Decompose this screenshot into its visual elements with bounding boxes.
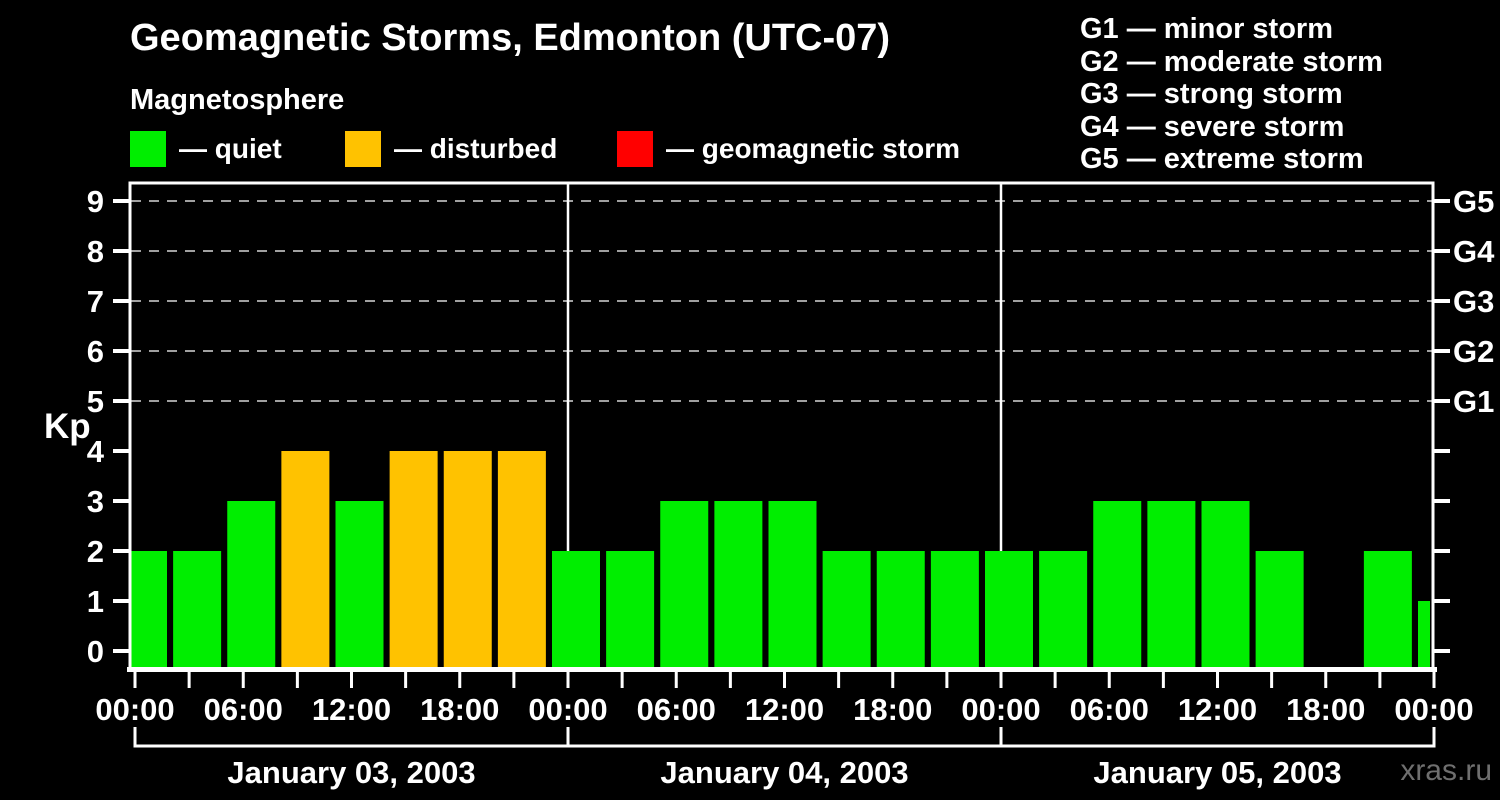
x-tick-label: 12:00 bbox=[1178, 692, 1257, 727]
kp-bar bbox=[443, 451, 492, 668]
storm-swatch-icon bbox=[617, 131, 653, 167]
kp-bars bbox=[131, 451, 1430, 668]
g-scale-item: G4 — severe storm bbox=[1080, 110, 1345, 143]
g-axis-label: G4 bbox=[1453, 234, 1495, 269]
y-tick-label: 9 bbox=[87, 184, 104, 219]
y-tick-label: 0 bbox=[87, 634, 104, 669]
x-tick-label: 06:00 bbox=[204, 692, 283, 727]
kp-bar bbox=[1418, 601, 1430, 668]
chart-title: Geomagnetic Storms, Edmonton (UTC-07) bbox=[130, 17, 891, 59]
x-tick-label: 18:00 bbox=[420, 692, 499, 727]
watermark: xras.ru bbox=[1400, 754, 1492, 787]
kp-bar bbox=[173, 551, 222, 668]
x-tick-label: 18:00 bbox=[1286, 692, 1365, 727]
g-scale-legend: G1 — minor storm G2 — moderate storm G3 — … bbox=[1080, 13, 1383, 176]
kp-bar bbox=[1147, 501, 1196, 668]
g-axis-label: G5 bbox=[1453, 184, 1494, 219]
legend-item-storm: — geomagnetic storm bbox=[617, 130, 960, 168]
day-bracket bbox=[133, 727, 570, 748]
x-tick-label: 00:00 bbox=[961, 692, 1040, 727]
kp-bar bbox=[1201, 501, 1250, 668]
kp-bar bbox=[660, 501, 709, 668]
kp-bar bbox=[1363, 551, 1412, 668]
disturbed-swatch-icon bbox=[345, 131, 381, 167]
y-tick-label: 7 bbox=[87, 284, 104, 319]
plot-frame bbox=[127, 181, 1437, 672]
g-axis-label: G3 bbox=[1453, 284, 1494, 319]
g-scale-item: G1 — minor storm bbox=[1080, 13, 1333, 45]
y-tick-label: 2 bbox=[87, 534, 104, 569]
y-axis-left: 0 1 2 3 4 5 6 7 8 9 bbox=[87, 184, 129, 669]
day-label: January 03, 2003 bbox=[227, 755, 475, 790]
x-tick-label: 12:00 bbox=[312, 692, 391, 727]
kp-bar bbox=[552, 551, 600, 668]
day-brackets: January 03, 2003 January 04, 2003 January … bbox=[133, 727, 1436, 790]
g-axis-label: G1 bbox=[1453, 384, 1494, 419]
y-tick-label: 5 bbox=[87, 384, 104, 419]
kp-bar bbox=[335, 501, 384, 668]
kp-bar bbox=[606, 551, 655, 668]
x-tick-label: 12:00 bbox=[745, 692, 824, 727]
x-axis: 00:00 06:00 12:00 18:00 00:00 06:00 12:00 18:00… bbox=[95, 672, 1474, 727]
kp-bar bbox=[1093, 501, 1142, 668]
kp-bar bbox=[389, 451, 438, 668]
kp-bar bbox=[930, 551, 979, 668]
legend-item-label: — quiet bbox=[179, 133, 282, 164]
g-scale-item: G5 — extreme storm bbox=[1080, 143, 1364, 175]
y-tick-label: 6 bbox=[87, 334, 104, 369]
kp-bar bbox=[768, 501, 817, 668]
kp-bar bbox=[497, 451, 546, 668]
condition-legend: — quiet — disturbed — geomagnetic storm bbox=[130, 130, 1080, 170]
legend-item-quiet: — quiet bbox=[130, 130, 282, 168]
x-tick-label: 00:00 bbox=[95, 692, 174, 727]
y-axis-title: Kp bbox=[44, 407, 91, 446]
kp-bar bbox=[1255, 551, 1304, 668]
gridlines bbox=[131, 200, 1432, 402]
kp-bar bbox=[281, 451, 330, 668]
day-label: January 05, 2003 bbox=[1093, 755, 1341, 790]
legend-item-label: — disturbed bbox=[394, 133, 558, 164]
x-tick-label: 00:00 bbox=[1394, 692, 1473, 727]
x-tick-label: 06:00 bbox=[1070, 692, 1149, 727]
legend-item-disturbed: — disturbed bbox=[345, 130, 557, 168]
kp-bar bbox=[227, 501, 276, 668]
y-tick-label: 3 bbox=[87, 484, 104, 519]
y-tick-label: 8 bbox=[87, 234, 104, 269]
legend-item-label: — geomagnetic storm bbox=[666, 133, 961, 164]
axis-frame bbox=[128, 181, 1435, 670]
y-tick-label: 4 bbox=[87, 434, 105, 469]
x-tick-label: 06:00 bbox=[637, 692, 716, 727]
kp-bar bbox=[714, 501, 763, 668]
chart-subtitle: Magnetosphere bbox=[130, 84, 345, 116]
g-axis-label: G2 bbox=[1453, 334, 1494, 369]
kp-bar bbox=[876, 551, 925, 668]
kp-bar bbox=[131, 551, 167, 668]
kp-bar bbox=[822, 551, 871, 668]
day-bracket bbox=[999, 727, 1436, 748]
quiet-swatch-icon bbox=[130, 131, 166, 167]
kp-bar bbox=[1039, 551, 1088, 668]
x-tick-label: 00:00 bbox=[528, 692, 607, 727]
y-axis-right: G1 G2 G3 G4 G5 bbox=[1434, 184, 1495, 653]
y-tick-label: 1 bbox=[87, 584, 104, 619]
day-label: January 04, 2003 bbox=[660, 755, 908, 790]
x-tick-label: 18:00 bbox=[853, 692, 932, 727]
day-bracket bbox=[566, 727, 1003, 748]
kp-bar bbox=[985, 551, 1033, 668]
g-scale-item: G2 — moderate storm bbox=[1080, 45, 1383, 78]
g-scale-item: G3 — strong storm bbox=[1080, 78, 1343, 110]
